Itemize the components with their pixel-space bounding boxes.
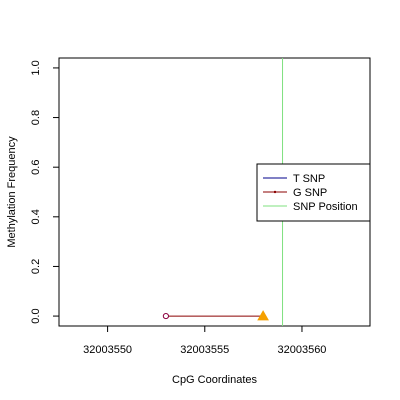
x-tick-label: 32003560 xyxy=(277,344,326,356)
y-tick-label: 0.8 xyxy=(30,110,42,125)
x-tick-label: 32003555 xyxy=(180,344,229,356)
y-axis: 0.0 0.2 0.4 0.6 0.8 1.0 xyxy=(30,60,60,324)
y-tick-label: 0.0 xyxy=(30,308,42,323)
legend-swatch-dot xyxy=(273,190,277,194)
data-point-triangle xyxy=(257,310,269,321)
legend: T SNP G SNP SNP Position xyxy=(256,163,371,222)
x-axis: 32003550 32003555 32003560 xyxy=(83,325,326,356)
data-point-circle xyxy=(162,312,170,320)
legend-label: T SNP xyxy=(293,173,325,185)
legend-label: SNP Position xyxy=(293,201,358,213)
legend-label: G SNP xyxy=(293,187,327,199)
y-tick-label: 0.6 xyxy=(30,160,42,175)
x-tick-label: 32003550 xyxy=(83,344,132,356)
y-tick-label: 0.2 xyxy=(30,259,42,274)
y-axis-title: Methylation Frequency xyxy=(6,136,18,248)
y-tick-label: 1.0 xyxy=(30,60,42,75)
x-axis-title: CpG Coordinates xyxy=(172,374,257,386)
y-tick-label: 0.4 xyxy=(30,209,42,224)
